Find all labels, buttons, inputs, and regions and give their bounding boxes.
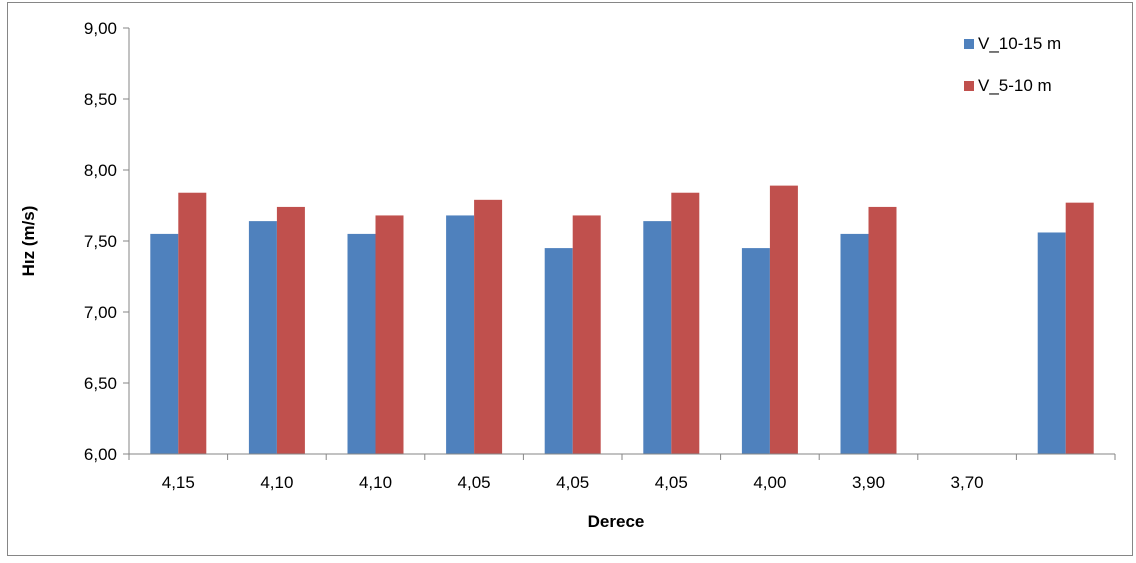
bar-series-1-category-7 xyxy=(741,248,770,454)
bar-series-1-category-5 xyxy=(544,248,573,454)
plot-area xyxy=(150,185,1094,454)
legend: V_10-15 m V_5-10 m xyxy=(964,34,1061,95)
x-tick-label: 4,05 xyxy=(556,473,589,492)
bar-series-2-category-7 xyxy=(769,185,798,454)
bar-series-1-category-1 xyxy=(150,233,179,454)
bar-series-2-category-1 xyxy=(178,192,207,454)
bar-series-1-category-4 xyxy=(446,215,475,454)
y-tick-label: 7,50 xyxy=(84,232,117,251)
bar-series-1-category-6 xyxy=(643,221,672,454)
x-tick-label: 4,15 xyxy=(162,473,195,492)
legend-label-v-10-15: V_10-15 m xyxy=(978,34,1061,53)
bar-series-1-category-3 xyxy=(347,233,376,454)
x-axis-title: Derece xyxy=(588,512,645,531)
bar-series-2-category-10 xyxy=(1065,202,1094,454)
legend-label-v-5-10: V_5-10 m xyxy=(978,76,1052,95)
x-tick-label: 4,05 xyxy=(458,473,491,492)
bar-series-2-category-2 xyxy=(276,206,305,454)
bar-series-1-category-2 xyxy=(248,221,277,454)
bar-series-2-category-4 xyxy=(474,199,503,454)
legend-swatch-v-10-15 xyxy=(964,39,974,49)
bar-series-2-category-5 xyxy=(572,215,601,454)
bar-series-1-category-8 xyxy=(840,233,869,454)
x-tick-label: 4,10 xyxy=(359,473,392,492)
y-tick-label: 8,50 xyxy=(84,90,117,109)
bar-series-2-category-6 xyxy=(671,192,700,454)
x-tick-label: 4,05 xyxy=(655,473,688,492)
y-tick-label: 6,50 xyxy=(84,374,117,393)
bar-series-1-category-10 xyxy=(1037,232,1066,454)
legend-swatch-v-5-10 xyxy=(964,81,974,91)
y-axis-title: Hız (m/s) xyxy=(19,206,38,277)
x-tick-labels: 4,15 4,10 4,10 4,05 4,05 4,05 4,00 3,90 3,70 xyxy=(128,454,1116,492)
y-tick-labels: 6,00 6,50 7,00 7,50 8,00 8,50 9,00 xyxy=(84,19,129,464)
x-tick-label: 3,90 xyxy=(852,473,885,492)
x-tick-label: 3,70 xyxy=(951,473,984,492)
y-tick-label: 7,00 xyxy=(84,303,117,322)
x-tick-label: 4,00 xyxy=(753,473,786,492)
x-tick-label: 4,10 xyxy=(260,473,293,492)
bar-series-2-category-3 xyxy=(375,215,404,454)
y-tick-label: 9,00 xyxy=(84,19,117,38)
bar-series-2-category-8 xyxy=(868,206,897,454)
y-tick-label: 6,00 xyxy=(84,445,117,464)
y-tick-label: 8,00 xyxy=(84,161,117,180)
